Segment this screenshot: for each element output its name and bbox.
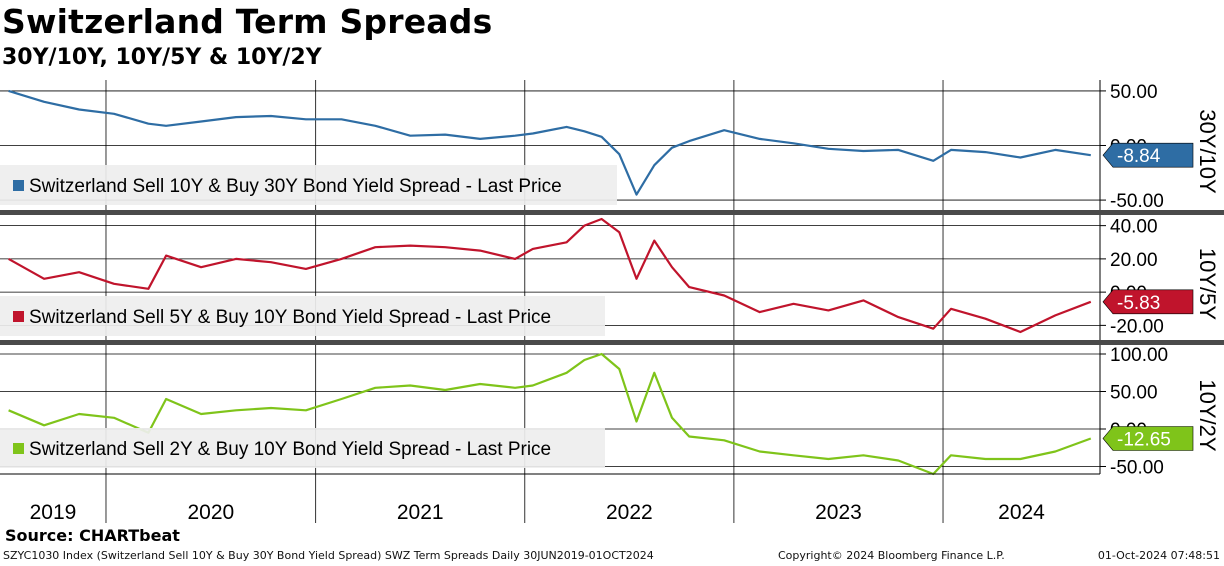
y-tick-label: 50.00 <box>1110 82 1158 103</box>
last-price-tag <box>1102 142 1194 168</box>
legend-box <box>0 296 605 336</box>
legend-label: Switzerland Sell 5Y & Buy 10Y Bond Yield… <box>29 307 551 328</box>
x-tick-label: 2021 <box>397 501 444 524</box>
x-tick-label: 2024 <box>998 501 1045 524</box>
series-line <box>8 89 1091 196</box>
y-tick-label: -50.00 <box>1110 458 1164 479</box>
chart-title: Switzerland Term Spreads <box>2 2 493 41</box>
legend-swatch <box>13 180 24 191</box>
series-line <box>8 217 1092 334</box>
last-price-label: -8.84 <box>1117 146 1161 167</box>
footer-copyright: Copyright© 2024 Bloomberg Finance L.P. <box>778 549 1005 562</box>
legend-label: Switzerland Sell 2Y & Buy 10Y Bond Yield… <box>29 439 551 460</box>
x-tick-label: 2023 <box>815 501 862 524</box>
axis-title: 10Y/5Y <box>1195 248 1220 320</box>
y-tick-label: 40.00 <box>1110 217 1158 238</box>
legend-swatch <box>13 311 24 322</box>
series-line <box>8 352 1092 476</box>
last-price-tag <box>1102 289 1194 315</box>
legend-label: Switzerland Sell 10Y & Buy 30Y Bond Yiel… <box>29 176 562 197</box>
footer-description: SZYC1030 Index (Switzerland Sell 10Y & B… <box>3 549 654 562</box>
panel-separator <box>0 210 1224 215</box>
y-tick-label: 50.00 <box>1110 383 1158 404</box>
legend-swatch <box>13 443 24 454</box>
last-price-label: -5.83 <box>1117 293 1160 314</box>
axis-title: 30Y/10Y <box>1195 109 1220 194</box>
source-label: Source: CHARTbeat <box>5 526 180 545</box>
axis-title: 10Y/2Y <box>1195 379 1220 451</box>
footer-timestamp: 01-Oct-2024 07:48:51 <box>1097 549 1220 562</box>
y-tick-label: -50.00 <box>1110 191 1164 212</box>
last-price-label: -12.65 <box>1117 429 1171 450</box>
y-tick-label: 100.00 <box>1110 345 1168 366</box>
x-tick-label: 2019 <box>30 501 77 524</box>
panel-separator <box>0 340 1224 345</box>
last-price-tag <box>1102 426 1194 451</box>
legend-box <box>0 165 617 205</box>
chart-subtitle: 30Y/10Y, 10Y/5Y & 10Y/2Y <box>2 45 322 70</box>
x-tick-label: 2020 <box>187 501 234 524</box>
x-tick-label: 2022 <box>606 501 653 524</box>
y-tick-label: 20.00 <box>1110 250 1158 271</box>
y-tick-label: -20.00 <box>1110 316 1164 337</box>
legend-box <box>0 428 605 468</box>
